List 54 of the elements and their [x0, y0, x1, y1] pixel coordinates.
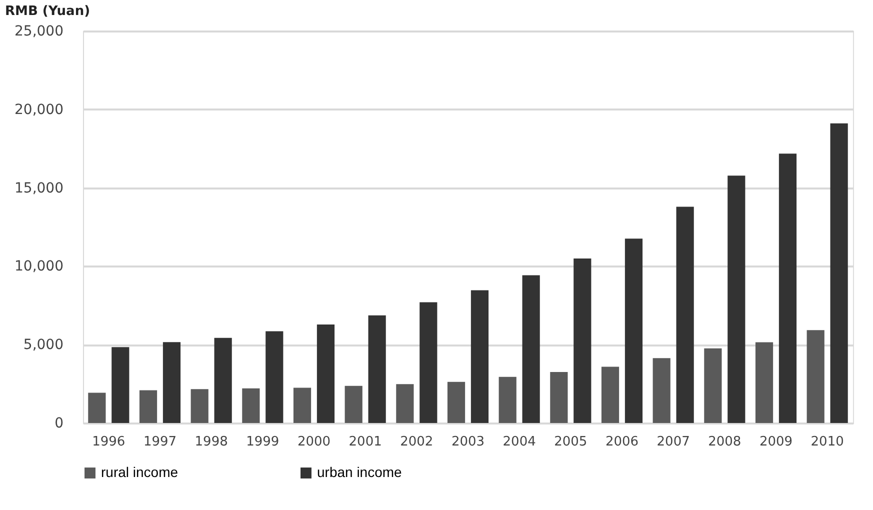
x-tick-label: 2010	[810, 434, 844, 450]
y-tick-label: 5,000	[23, 337, 64, 354]
bar	[470, 290, 489, 423]
bar	[652, 358, 670, 423]
bar	[242, 388, 260, 423]
x-tick-label: 1997	[143, 434, 177, 450]
bar	[139, 390, 158, 423]
bar	[498, 376, 516, 423]
bar	[522, 275, 540, 423]
bar	[704, 348, 722, 423]
x-tick-label: 2002	[400, 434, 434, 450]
bar	[368, 315, 386, 423]
bar	[755, 342, 774, 423]
x-tick-label: 2003	[451, 434, 485, 450]
bar	[396, 384, 414, 423]
bar	[778, 154, 797, 423]
y-tick-label: 25,000	[14, 24, 64, 40]
x-tick-label: 2009	[759, 434, 793, 450]
bar	[316, 324, 335, 423]
legend-label: urban income	[317, 464, 402, 480]
bar	[190, 389, 208, 423]
x-tick-label: 2001	[348, 434, 382, 450]
bar	[574, 258, 592, 423]
y-tick-label: 20,000	[14, 102, 64, 118]
bar	[624, 238, 643, 423]
bar	[214, 338, 232, 423]
x-tick-label: 2004	[502, 434, 536, 450]
bar	[293, 388, 312, 423]
bar	[88, 392, 106, 423]
bar	[344, 386, 362, 423]
x-tick-label: 1999	[246, 434, 280, 450]
y-axis-title: RMB (Yuan)	[5, 4, 90, 19]
bar	[676, 206, 694, 423]
x-tick-label: 2000	[297, 434, 331, 450]
y-tick-label: 15,000	[14, 180, 64, 196]
bar	[266, 331, 284, 423]
bar	[728, 176, 746, 423]
x-tick-label: 1998	[194, 434, 228, 450]
bar	[162, 342, 181, 423]
y-tick-label: 0	[54, 416, 64, 432]
bar	[601, 366, 620, 423]
x-tick-label: 1996	[92, 434, 126, 450]
bar	[830, 123, 848, 423]
x-tick-label: 2007	[656, 434, 690, 450]
x-tick-label: 2008	[708, 434, 742, 450]
bar	[420, 302, 438, 423]
x-tick-label: 2006	[605, 434, 639, 450]
legend-label: rural income	[101, 464, 178, 480]
bar	[806, 330, 824, 423]
bar	[112, 347, 130, 423]
bar	[550, 372, 568, 423]
bar	[447, 382, 466, 423]
x-tick-label: 2005	[554, 434, 588, 450]
y-tick-label: 10,000	[14, 258, 64, 275]
